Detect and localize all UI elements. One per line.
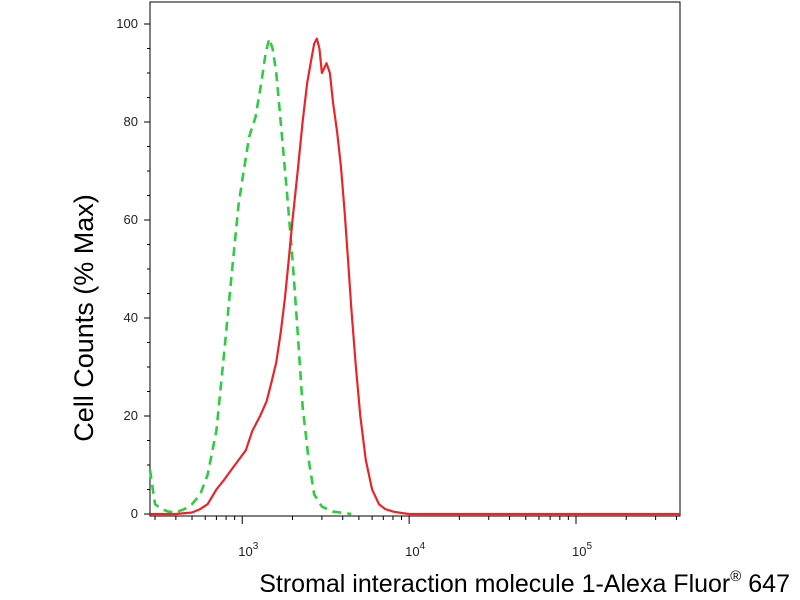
control-series-line <box>148 37 352 516</box>
x-axis-label: Stromal interaction molecule 1-Alexa Flu… <box>259 568 790 598</box>
sample-series-line <box>150 37 680 516</box>
y-axis-label: Cell Counts (% Max) <box>69 194 99 442</box>
series-layer <box>148 37 680 516</box>
y-tick-label: 40 <box>124 310 138 325</box>
y-tick-label: 100 <box>116 16 138 31</box>
x-axis-label-suffix: 647 <box>741 570 790 598</box>
x-axis: 103 104 105 <box>154 516 677 559</box>
y-tick-label: 60 <box>124 212 138 227</box>
y-tick-label: 0 <box>131 506 138 521</box>
y-tick-label: 20 <box>124 408 138 423</box>
x-tick-label: 104 <box>405 541 425 559</box>
x-tick-base: 10 <box>572 544 586 559</box>
x-tick-base: 10 <box>405 544 419 559</box>
x-tick-exponent: 4 <box>420 541 426 552</box>
x-tick-base: 10 <box>238 544 252 559</box>
x-tick-label: 103 <box>238 541 258 559</box>
y-tick-label: 80 <box>124 114 138 129</box>
x-tick-exponent: 5 <box>586 541 592 552</box>
x-axis-label-superscript: ® <box>730 568 741 585</box>
x-tick-exponent: 3 <box>253 541 259 552</box>
x-axis-label-main: Stromal interaction molecule 1-Alexa Flu… <box>259 570 730 598</box>
x-tick-label: 105 <box>572 541 592 559</box>
plot-frame <box>149 1 681 517</box>
y-axis: 0 20 40 60 80 100 <box>116 16 150 521</box>
